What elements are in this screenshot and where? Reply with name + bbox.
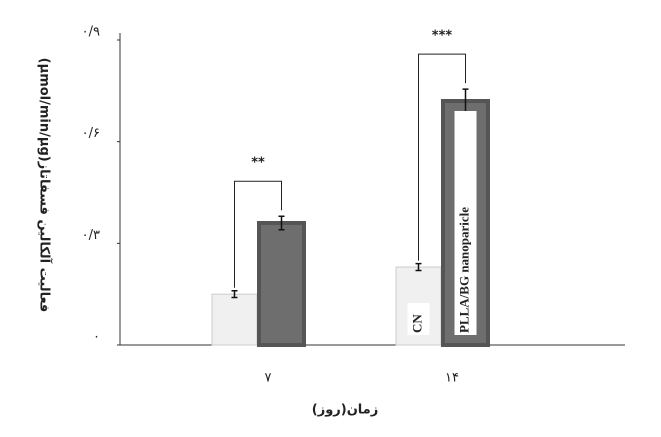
significance-bracket xyxy=(418,53,466,261)
legend-box xyxy=(407,303,430,335)
bar xyxy=(211,293,258,346)
y-tick-label: ۰/۹ xyxy=(82,25,100,40)
significance-label: ** xyxy=(251,156,265,171)
legend-label: PLLA/BG nanoparicle xyxy=(456,207,471,333)
y-tick-label: ۰/۳ xyxy=(82,228,100,243)
x-tick-label: ۱۴ xyxy=(445,371,459,386)
significance-label: *** xyxy=(432,29,453,44)
bar xyxy=(257,221,306,347)
legend-box xyxy=(454,111,477,335)
error-bar xyxy=(231,290,238,299)
error-bar xyxy=(278,215,285,231)
y-axis-title: فعالیت آلکالین فسفاتاز(μmol/min/μg) xyxy=(37,58,54,313)
y-tick-label: ۰ xyxy=(93,330,100,345)
y-tick-label: ۰/۶ xyxy=(82,126,100,141)
x-tick-label: ۷ xyxy=(265,371,272,386)
significance-bracket xyxy=(234,180,282,288)
x-axis-title: زمان(روز) xyxy=(312,403,378,418)
error-bar xyxy=(415,262,422,272)
legend-label: CN xyxy=(409,314,424,333)
